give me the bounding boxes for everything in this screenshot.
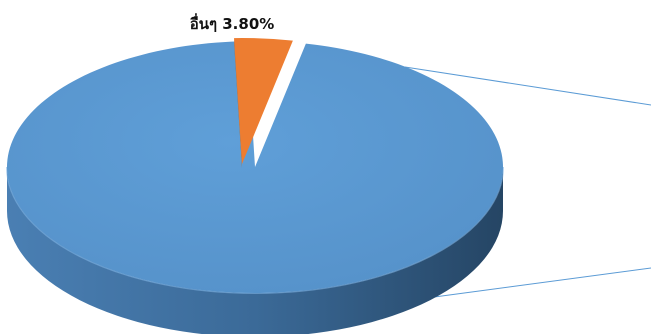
pie-body (6, 38, 504, 334)
slice-side-main (7, 167, 503, 334)
slice-top-other (234, 38, 293, 165)
slice-top-main (6, 41, 503, 293)
connector-lines (404, 66, 651, 301)
slice-label-other: อื่นๆ 3.80% (190, 13, 275, 33)
connector-line-bottom (411, 267, 651, 301)
connector-line-top (404, 66, 651, 106)
slice-side-other (234, 38, 242, 168)
